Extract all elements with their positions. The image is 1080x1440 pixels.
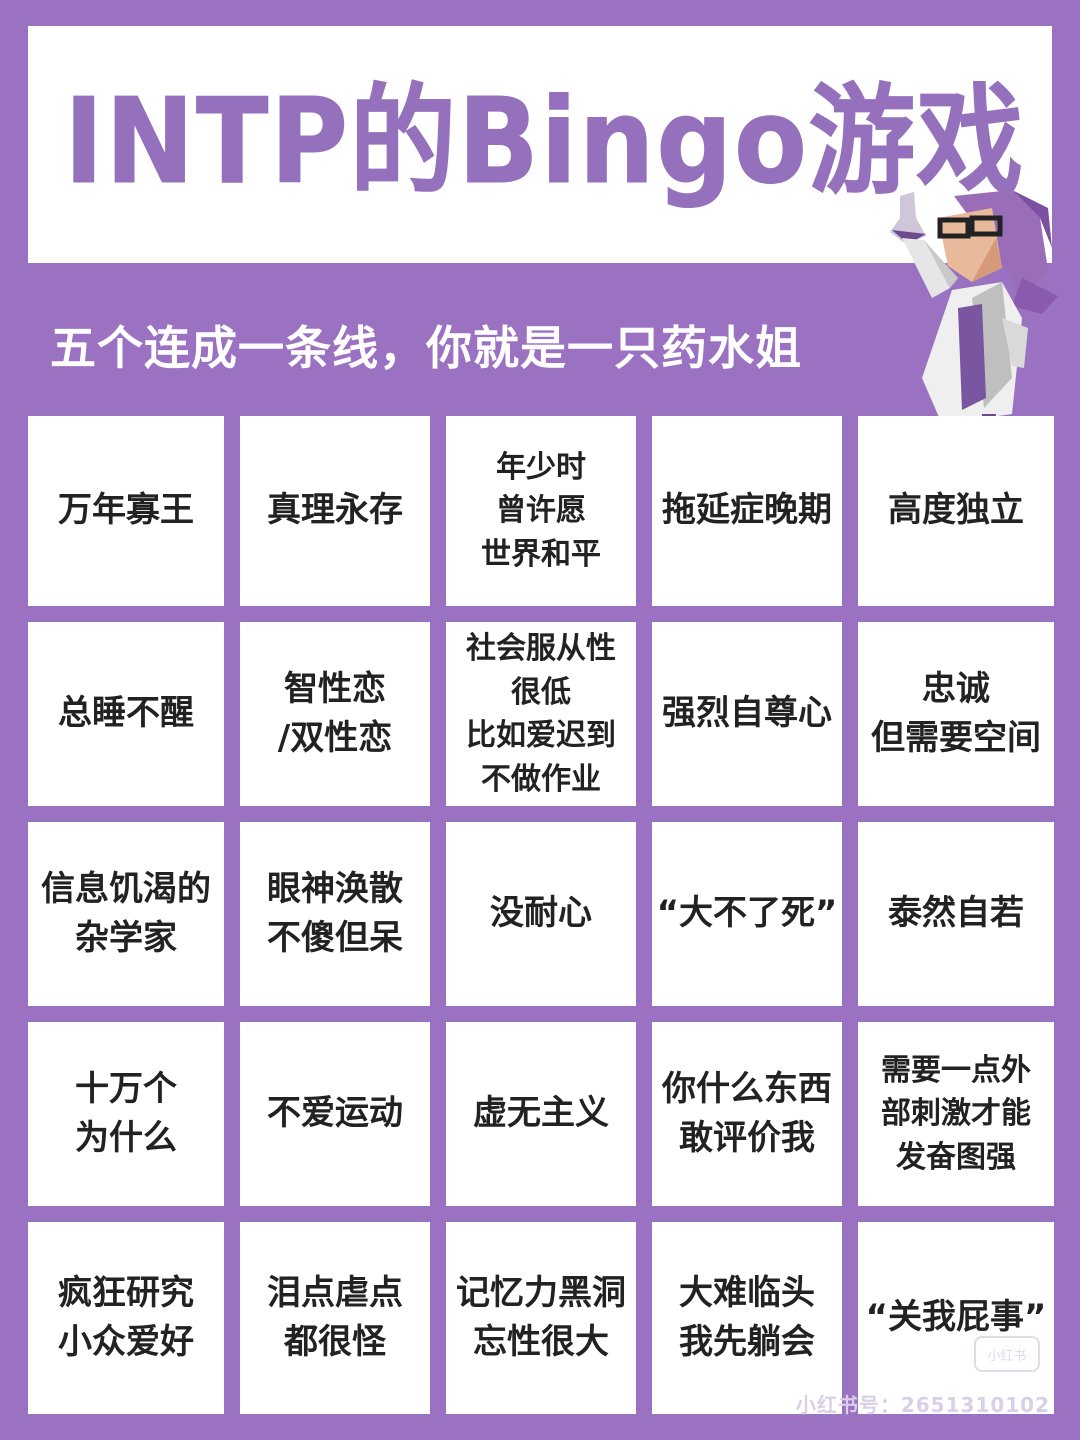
- bingo-cell[interactable]: 记忆力黑洞 忘性很大: [446, 1222, 636, 1414]
- bingo-cell[interactable]: 真理永存: [240, 416, 430, 606]
- bingo-cell[interactable]: 年少时 曾许愿 世界和平: [446, 416, 636, 606]
- bingo-cell[interactable]: 泰然自若: [858, 822, 1054, 1006]
- bingo-cell[interactable]: 十万个 为什么: [28, 1022, 224, 1206]
- scientist-mascot-icon: [890, 190, 1058, 448]
- bingo-cell[interactable]: 强烈自尊心: [652, 622, 842, 806]
- watermark-badge: 小红书: [974, 1336, 1040, 1372]
- watermark-text: 小红书号：2651310102: [795, 1393, 1050, 1417]
- bingo-cell[interactable]: 你什么东西 敢评价我: [652, 1022, 842, 1206]
- page-title: INTP的Bingo游戏: [64, 72, 1025, 211]
- bingo-cell[interactable]: 社会服从性 很低 比如爱迟到 不做作业: [446, 622, 636, 806]
- bingo-grid: 万年寡王 真理永存 年少时 曾许愿 世界和平 拖延症晚期 高度独立总睡不醒 智性恋 /双性…: [28, 416, 1054, 1414]
- bingo-cell[interactable]: 不爱运动: [240, 1022, 430, 1206]
- bingo-cell[interactable]: 没耐心: [446, 822, 636, 1006]
- bingo-cell[interactable]: “大不了死”: [652, 822, 842, 1006]
- bingo-cell[interactable]: “关我屁事”: [858, 1222, 1054, 1414]
- bingo-cell[interactable]: 拖延症晚期: [652, 416, 842, 606]
- bingo-cell[interactable]: 信息饥渴的 杂学家: [28, 822, 224, 1006]
- bingo-cell[interactable]: 需要一点外 部刺激才能 发奋图强: [858, 1022, 1054, 1206]
- bingo-cell[interactable]: 智性恋 /双性恋: [240, 622, 430, 806]
- title-card: INTP的Bingo游戏: [28, 26, 1052, 263]
- bingo-cell[interactable]: 万年寡王: [28, 416, 224, 606]
- bingo-cell[interactable]: 高度独立: [858, 416, 1054, 606]
- bingo-cell[interactable]: 总睡不醒: [28, 622, 224, 806]
- bingo-cell[interactable]: 疯狂研究 小众爱好: [28, 1222, 224, 1414]
- bingo-cell[interactable]: 泪点虐点 都很怪: [240, 1222, 430, 1414]
- bingo-cell[interactable]: 眼神涣散 不傻但呆: [240, 822, 430, 1006]
- subtitle: 五个连成一条线，你就是一只药水姐: [50, 321, 802, 375]
- bingo-cell[interactable]: 大难临头 我先躺会: [652, 1222, 842, 1414]
- bingo-cell[interactable]: 虚无主义: [446, 1022, 636, 1206]
- bingo-cell[interactable]: 忠诚 但需要空间: [858, 622, 1054, 806]
